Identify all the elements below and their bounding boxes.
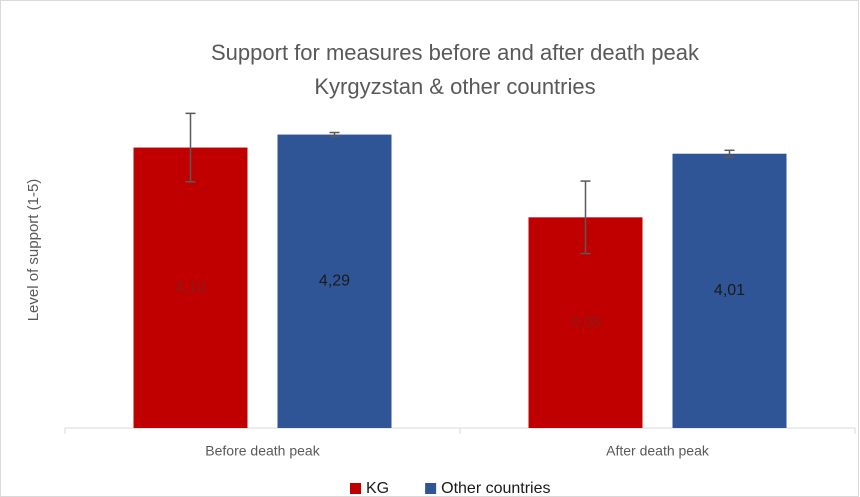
bar: [133, 147, 248, 428]
x-tick-label: Before death peak: [205, 443, 320, 459]
legend-label: Other countries: [441, 480, 550, 497]
chart-subtitle: Kyrgyzstan & other countries: [314, 74, 595, 99]
y-axis-label: Level of support (1-5): [25, 179, 42, 322]
data-label: 4,29: [319, 273, 350, 290]
x-tick-label: After death peak: [606, 443, 710, 459]
data-label: 4,10: [175, 279, 206, 296]
chart-title: Support for measures before and after de…: [211, 40, 700, 65]
bar: [277, 134, 392, 428]
legend-swatch: [425, 483, 437, 494]
bar: [672, 153, 787, 428]
data-label: 3,08: [570, 314, 601, 331]
legend-swatch: [350, 483, 361, 494]
legend-label: KG: [366, 480, 389, 497]
data-label: 4,01: [714, 282, 745, 299]
